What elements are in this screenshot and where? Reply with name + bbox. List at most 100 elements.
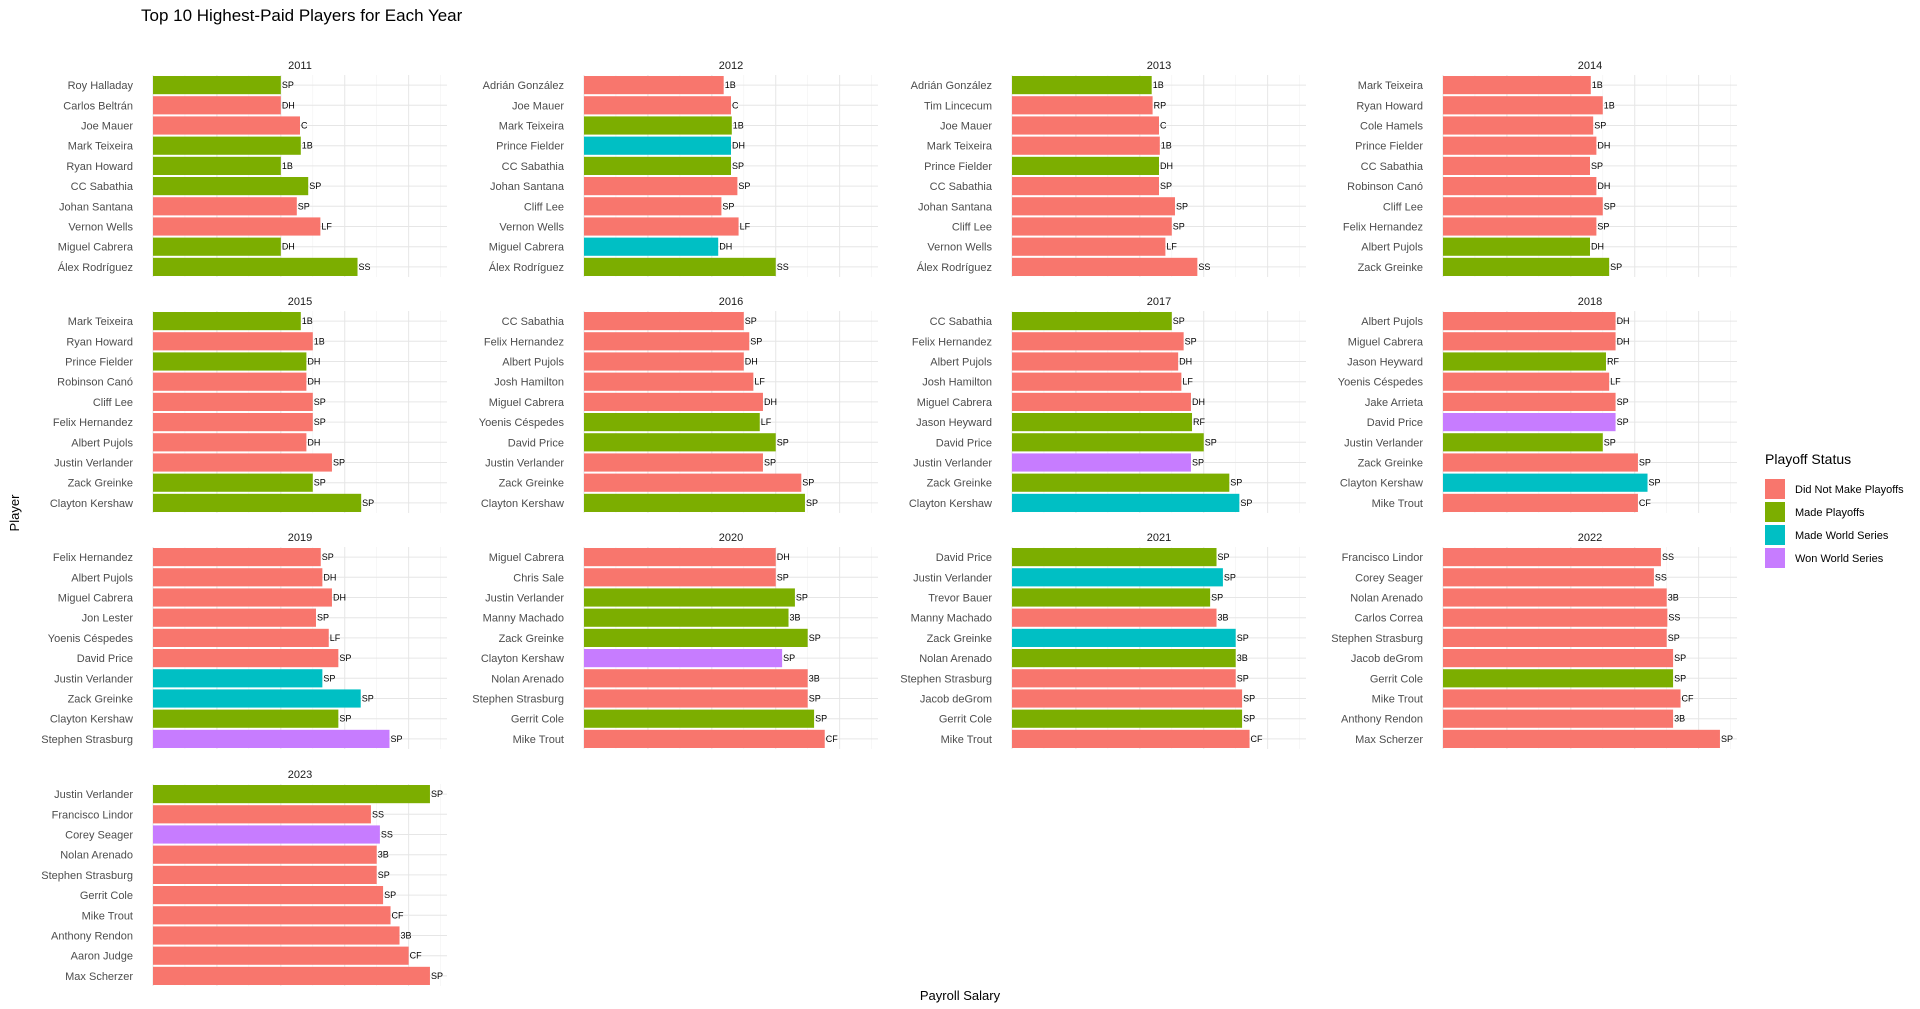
bar: [584, 729, 825, 748]
bar: [153, 473, 313, 492]
bar: [153, 257, 358, 276]
bar-position-label: LF: [761, 417, 772, 427]
y-tick-label: CC Sabathia: [930, 316, 993, 328]
bar: [1012, 473, 1230, 492]
bar-position-label: LF: [330, 633, 341, 643]
panel-title: 2013: [1147, 60, 1171, 72]
panel-title: 2014: [1578, 60, 1602, 72]
y-tick-label: Vernon Wells: [927, 242, 992, 254]
y-tick-label: Johan Santana: [59, 201, 134, 213]
y-tick-label: Justin Verlander: [485, 458, 564, 470]
bar: [1012, 709, 1243, 728]
bar-position-label: SP: [745, 316, 757, 326]
bar-position-label: SP: [1617, 417, 1629, 427]
bar-position-label: SP: [1604, 201, 1616, 211]
y-tick-label: Miguel Cabrera: [58, 242, 134, 254]
bar: [584, 217, 739, 236]
bar: [584, 689, 808, 708]
bar: [153, 886, 384, 905]
bar: [1012, 649, 1236, 668]
y-tick-label: Nolan Arenado: [1350, 593, 1423, 605]
bar-position-label: LF: [1182, 377, 1193, 387]
bar-position-label: RP: [1154, 100, 1167, 110]
y-tick-label: Justin Verlander: [913, 572, 992, 584]
bar: [1012, 392, 1191, 411]
bar: [1443, 116, 1594, 135]
bar-position-label: SS: [777, 262, 789, 272]
bar: [153, 96, 281, 115]
bar-position-label: LF: [1166, 242, 1177, 252]
bar-position-label: SP: [1243, 694, 1255, 704]
bar-position-label: SP: [783, 653, 795, 663]
bar-position-label: SP: [1639, 458, 1651, 468]
bar: [584, 116, 732, 135]
bar-position-label: SP: [750, 336, 762, 346]
bar: [1443, 473, 1648, 492]
bar: [1443, 177, 1597, 196]
y-tick-label: Mark Teixeira: [1358, 80, 1424, 92]
bar: [153, 372, 307, 391]
bar: [1443, 352, 1606, 371]
y-tick-label: Zack Greinke: [927, 478, 992, 490]
bar: [1443, 257, 1610, 276]
y-tick-label: Albert Pujols: [71, 572, 133, 584]
bar: [1443, 372, 1610, 391]
bar: [1012, 669, 1236, 688]
y-tick-label: Robinson Canó: [57, 377, 133, 389]
y-tick-label: Zack Greinke: [1358, 458, 1423, 470]
bar-position-label: SP: [806, 498, 818, 508]
y-tick-label: Miguel Cabrera: [489, 242, 565, 254]
y-tick-label: Mark Teixeira: [68, 316, 134, 328]
y-tick-label: Clayton Kershaw: [50, 498, 133, 510]
bar: [153, 689, 361, 708]
bar-position-label: DH: [282, 100, 295, 110]
bar: [153, 332, 313, 351]
y-tick-label: Mike Trout: [513, 734, 564, 746]
legend-swatch: [1765, 502, 1785, 522]
legend-title: Playoff Status: [1765, 451, 1851, 467]
y-tick-label: Prince Fielder: [65, 357, 133, 369]
bar: [1443, 217, 1597, 236]
legend-label: Made World Series: [1795, 530, 1889, 542]
bar: [1012, 548, 1217, 567]
bar-position-label: SP: [1205, 437, 1217, 447]
bar-position-label: 1B: [1592, 80, 1603, 90]
y-tick-label: Cliff Lee: [952, 222, 992, 234]
y-tick-label: Albert Pujols: [930, 357, 992, 369]
bar: [153, 392, 313, 411]
bar: [584, 493, 805, 512]
bar: [153, 825, 380, 844]
bar: [153, 805, 371, 824]
y-tick-label: Carlos Correa: [1355, 613, 1424, 625]
bar: [153, 845, 377, 864]
y-tick-label: Jason Heyward: [916, 417, 992, 429]
bar: [153, 237, 281, 256]
bar: [1012, 237, 1166, 256]
bar: [584, 332, 750, 351]
y-tick-label: Adrián González: [911, 80, 992, 92]
bar-position-label: 1B: [302, 141, 313, 151]
bar: [584, 669, 808, 688]
y-tick-label: Vernon Wells: [499, 222, 564, 234]
bar-position-label: SP: [1721, 734, 1733, 744]
y-tick-label: Trevor Bauer: [928, 593, 992, 605]
bar-position-label: SP: [1668, 633, 1680, 643]
bar-position-label: SS: [1668, 613, 1680, 623]
y-tick-label: Ryan Howard: [66, 336, 133, 348]
y-tick-label: Prince Fielder: [924, 161, 992, 173]
y-tick-label: Josh Hamilton: [494, 377, 564, 389]
y-tick-label: Justin Verlander: [913, 458, 992, 470]
y-tick-label: Justin Verlander: [54, 789, 133, 801]
bar: [1443, 709, 1674, 728]
bar: [1443, 453, 1638, 472]
bar: [153, 177, 309, 196]
panel-title: 2018: [1578, 296, 1602, 308]
bar-position-label: SP: [1173, 316, 1185, 326]
y-tick-label: Chris Sale: [513, 572, 564, 584]
bar-position-label: SP: [1230, 478, 1242, 488]
bar-position-label: CF: [392, 910, 404, 920]
y-tick-label: Álex Rodríguez: [489, 261, 564, 274]
y-tick-label: Yoenis Céspedes: [48, 633, 134, 645]
bar: [584, 96, 731, 115]
bar-position-label: SP: [339, 653, 351, 663]
